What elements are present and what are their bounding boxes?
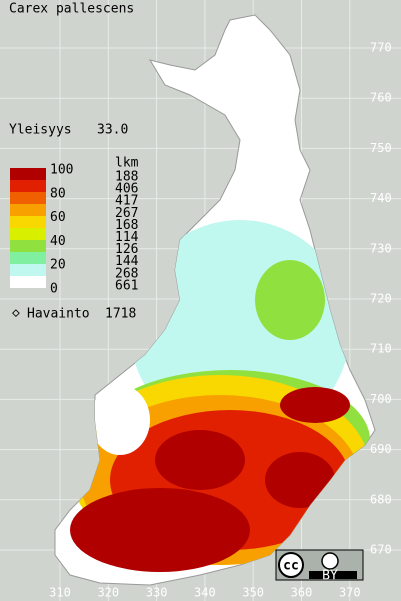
northing-label: 720 (370, 292, 392, 306)
legend-swatch (10, 168, 46, 180)
easting-label: 370 (339, 586, 361, 600)
easting-label: 330 (146, 586, 168, 600)
distribution (70, 220, 370, 572)
count-label: 661 (115, 278, 138, 293)
northing-label: 710 (370, 342, 392, 356)
easting-label: 320 (97, 586, 119, 600)
count-label: 267 (115, 206, 138, 221)
scale-label: 60 (50, 210, 66, 225)
legend-swatch (10, 180, 46, 192)
northing-label: 770 (370, 41, 392, 55)
legend-swatch (10, 264, 46, 276)
northing-label: 760 (370, 91, 392, 105)
observations-label: Havainto (27, 307, 90, 322)
legend-swatch (10, 276, 46, 288)
count-label: 188 (115, 170, 138, 185)
legend-swatch (10, 216, 46, 228)
count-label: 268 (115, 266, 138, 281)
count-header: lkm (115, 156, 139, 171)
count-label: 417 (115, 194, 138, 209)
license-text: BY (322, 569, 338, 584)
easting-label: 360 (291, 586, 313, 600)
scale-label: 40 (50, 234, 66, 249)
northing-label: 670 (370, 543, 392, 557)
count-label: 126 (115, 242, 138, 257)
count-label: 406 (115, 182, 138, 197)
northing-label: 700 (370, 392, 392, 406)
easting-label: 310 (49, 586, 71, 600)
legend-swatch (10, 192, 46, 204)
observation-marker: ◇ (12, 306, 20, 321)
count-label: 168 (115, 218, 138, 233)
legend-swatch (10, 228, 46, 240)
license-badge[interactable]: cc BY (275, 549, 364, 584)
scale-label: 100 (50, 163, 73, 178)
legend-swatch (10, 240, 46, 252)
northing-label: 680 (370, 492, 392, 506)
northing-label: 750 (370, 141, 392, 155)
count-label: 114 (115, 230, 139, 245)
legend-swatch (10, 204, 46, 216)
svg-text:cc: cc (283, 559, 299, 574)
frequency-label: Yleisyys (9, 123, 72, 138)
scale-label: 80 (50, 186, 66, 201)
northing-label: 730 (370, 241, 392, 255)
northing-label: 740 (370, 191, 392, 205)
observations-value: 1718 (105, 307, 136, 322)
easting-label: 350 (242, 586, 264, 600)
legend-swatch (10, 252, 46, 264)
count-label: 144 (115, 254, 139, 269)
scale-label: 20 (50, 258, 66, 273)
title: Carex pallescens (9, 2, 134, 17)
easting-label: 340 (194, 586, 216, 600)
scale-label: 0 (50, 282, 58, 297)
northing-label: 690 (370, 442, 392, 456)
frequency-value: 33.0 (97, 123, 128, 138)
